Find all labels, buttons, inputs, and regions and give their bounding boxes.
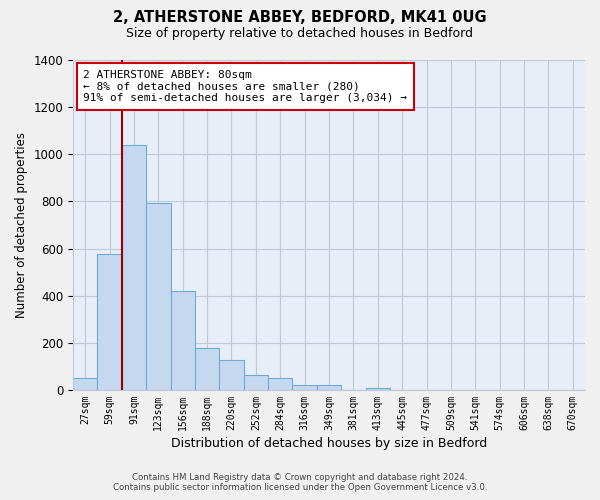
Text: 2 ATHERSTONE ABBEY: 80sqm
← 8% of detached houses are smaller (280)
91% of semi-: 2 ATHERSTONE ABBEY: 80sqm ← 8% of detach… bbox=[83, 70, 407, 103]
Bar bbox=[292, 385, 317, 390]
Bar bbox=[244, 375, 268, 390]
Text: 2, ATHERSTONE ABBEY, BEDFORD, MK41 0UG: 2, ATHERSTONE ABBEY, BEDFORD, MK41 0UG bbox=[113, 10, 487, 25]
Text: Contains HM Land Registry data © Crown copyright and database right 2024.
Contai: Contains HM Land Registry data © Crown c… bbox=[113, 473, 487, 492]
Bar bbox=[220, 360, 244, 390]
Bar bbox=[365, 388, 390, 390]
Text: Size of property relative to detached houses in Bedford: Size of property relative to detached ho… bbox=[127, 28, 473, 40]
Y-axis label: Number of detached properties: Number of detached properties bbox=[15, 132, 28, 318]
Bar bbox=[146, 202, 170, 390]
Bar bbox=[73, 378, 97, 390]
Bar bbox=[268, 378, 292, 390]
Bar bbox=[195, 348, 220, 390]
Bar bbox=[317, 385, 341, 390]
X-axis label: Distribution of detached houses by size in Bedford: Distribution of detached houses by size … bbox=[171, 437, 487, 450]
Bar bbox=[122, 145, 146, 390]
Bar bbox=[170, 291, 195, 390]
Bar bbox=[97, 254, 122, 390]
